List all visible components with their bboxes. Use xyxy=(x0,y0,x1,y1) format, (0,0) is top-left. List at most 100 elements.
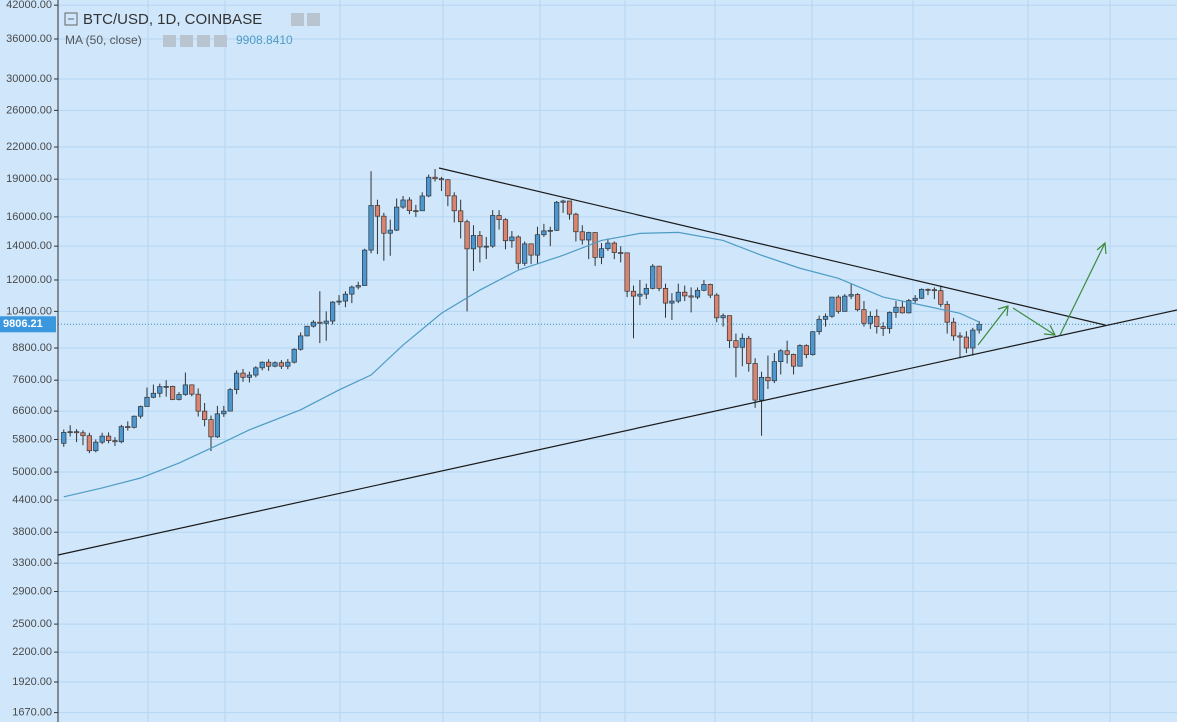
y-tick-label: 2900.00 xyxy=(12,585,52,597)
y-tick-label: 6600.00 xyxy=(12,405,52,417)
candle-body xyxy=(496,215,502,220)
candle-body xyxy=(80,432,86,437)
candle-body xyxy=(355,285,361,288)
candle-body xyxy=(483,245,489,248)
candle-body xyxy=(778,350,784,363)
candle-body xyxy=(714,294,720,319)
candle-body xyxy=(944,303,950,323)
candle-body xyxy=(854,294,861,311)
y-tick-label: 19000.00 xyxy=(6,173,52,185)
candle-body xyxy=(810,331,816,355)
settings-icon[interactable] xyxy=(291,13,304,26)
candle-body xyxy=(163,385,169,388)
candle-body xyxy=(906,300,912,314)
candle-body xyxy=(694,289,701,298)
y-tick-label: 1920.00 xyxy=(12,676,52,688)
y-tick-label: 22000.00 xyxy=(6,141,52,153)
y-tick-label: 42000.00 xyxy=(6,0,52,11)
collapse-icon[interactable] xyxy=(64,12,78,26)
candle-body xyxy=(534,234,541,256)
candle-body xyxy=(304,325,310,337)
candle-body xyxy=(362,249,368,286)
candle-body xyxy=(925,288,931,291)
candle-body xyxy=(221,410,227,415)
indicator-visibility[interactable] xyxy=(163,35,176,47)
candle-body xyxy=(637,293,643,297)
candle-body xyxy=(566,200,573,215)
candle-body xyxy=(746,337,752,364)
candle-body xyxy=(816,318,822,333)
candle-body xyxy=(630,290,637,297)
candle-body xyxy=(765,376,771,382)
candle-body xyxy=(176,394,182,400)
candle-body xyxy=(278,362,285,367)
candle-body xyxy=(893,306,899,313)
candle-body xyxy=(656,265,662,289)
candle-body xyxy=(349,286,355,295)
candle-body xyxy=(848,294,854,297)
candle-body xyxy=(234,372,240,390)
symbol-title: BTC/USD, 1D, COINBASE xyxy=(83,11,262,28)
y-axis-background xyxy=(0,0,58,722)
candle-body xyxy=(938,290,944,305)
candle-body xyxy=(707,284,713,296)
candle-body xyxy=(598,248,605,258)
projection-arrows xyxy=(977,241,1107,346)
candle-body xyxy=(970,329,976,349)
candle-body xyxy=(400,199,406,208)
candle-body xyxy=(93,441,99,452)
candle-body xyxy=(368,205,374,251)
candle-body xyxy=(227,389,233,412)
candle-body xyxy=(490,215,496,247)
y-tick-label: 36000.00 xyxy=(6,33,52,45)
grid xyxy=(58,4,1177,714)
moving-average-line xyxy=(63,231,980,498)
candle-body xyxy=(752,363,758,401)
y-tick-label: 2200.00 xyxy=(12,646,52,658)
y-tick-label: 3300.00 xyxy=(12,557,52,569)
candle-body xyxy=(137,406,144,417)
candle-body xyxy=(73,431,80,434)
candle-body xyxy=(240,372,246,378)
candle-body xyxy=(330,301,336,322)
candle-body xyxy=(790,353,797,367)
candle-body xyxy=(438,178,445,181)
candle-body xyxy=(298,335,304,350)
indicator-name: MA (50, close) xyxy=(65,33,142,47)
candle-body xyxy=(592,232,598,258)
candle-body xyxy=(125,426,131,428)
candle-body xyxy=(195,393,201,412)
candle-body xyxy=(886,312,893,329)
candle-body xyxy=(688,295,694,298)
format-icon[interactable] xyxy=(307,13,320,26)
candle-body xyxy=(464,221,470,250)
marks xyxy=(58,169,1177,498)
candle-body xyxy=(317,321,323,324)
candle-body xyxy=(144,396,150,407)
candle-body xyxy=(771,361,777,382)
indicator-add[interactable] xyxy=(197,35,210,47)
candle-body xyxy=(342,293,349,302)
indicator-settings[interactable] xyxy=(180,35,193,47)
candle-body xyxy=(336,300,342,303)
candle-body xyxy=(502,219,509,242)
y-tick-label: 5000.00 xyxy=(12,466,52,478)
candle-body xyxy=(579,231,585,241)
y-tick-label: 8800.00 xyxy=(12,342,52,354)
candle-body xyxy=(822,315,829,320)
candle-body xyxy=(624,252,630,292)
last-price-label: 9806.21 xyxy=(3,318,43,330)
indicator-remove[interactable] xyxy=(214,35,227,47)
candle-body xyxy=(547,229,553,232)
candle-body xyxy=(182,384,188,395)
candle-body xyxy=(208,419,214,438)
candle-body xyxy=(99,435,105,443)
candle-body xyxy=(515,236,521,264)
candle-body xyxy=(157,386,163,394)
candle-body xyxy=(963,336,969,349)
y-tick-label: 4400.00 xyxy=(12,494,52,506)
candle-body xyxy=(643,288,649,295)
candle-body xyxy=(118,426,124,443)
candle-body xyxy=(509,236,515,242)
